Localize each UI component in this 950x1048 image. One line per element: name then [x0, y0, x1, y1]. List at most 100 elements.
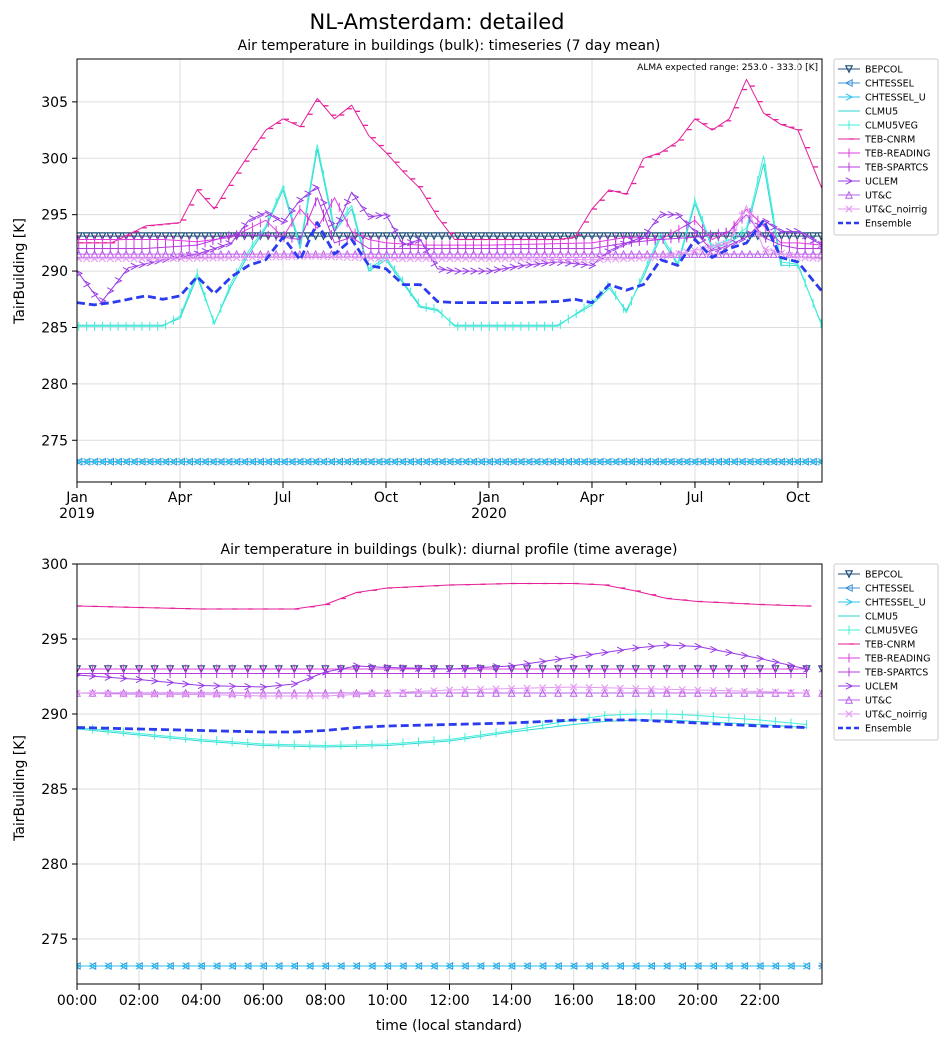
series-line-ensemble: [77, 718, 807, 734]
marker-ut-c: [477, 249, 486, 258]
marker-ut-c-noirrig: [678, 686, 686, 694]
marker-ut-c: [104, 688, 113, 697]
marker-bepcol: [145, 232, 154, 241]
marker-ut-c-noirrig: [383, 689, 392, 697]
marker-bepcol: [382, 232, 391, 241]
marker-chtessel-u: [659, 458, 668, 466]
marker-uclem: [233, 232, 241, 240]
marker-uclem: [740, 651, 749, 660]
marker-uclem: [588, 261, 597, 270]
series-ensemble: [77, 718, 807, 734]
marker-chtessel-u: [601, 962, 610, 970]
legend: BEPCOL CHTESSEL CHTESSEL_U CLMU5 CLMU5VEG TEB…: [833, 58, 939, 236]
marker-chtessel-u: [77, 963, 82, 969]
marker-ut-c: [631, 688, 640, 697]
marker-uclem: [647, 642, 656, 651]
legend-label-clmu5veg: CLMU5VEG: [865, 626, 918, 637]
marker-uclem: [485, 267, 494, 275]
marker-ut-c: [714, 249, 723, 258]
marker-bepcol: [817, 665, 822, 674]
marker-chtessel-u: [83, 458, 91, 466]
marker-ut-c: [374, 249, 383, 258]
marker-ut-c-noirrig: [319, 253, 328, 261]
marker-ut-c-noirrig: [146, 255, 154, 263]
marker-ut-c: [161, 249, 170, 258]
marker-bepcol: [390, 232, 399, 241]
marker-ut-c-noirrig: [90, 255, 99, 263]
marker-ut-c: [569, 688, 578, 697]
marker-uclem: [217, 242, 226, 251]
marker-uclem: [83, 280, 91, 288]
marker-uclem: [399, 664, 408, 672]
marker-uclem: [683, 219, 692, 228]
marker-ut-c: [635, 249, 644, 258]
marker-ut-c: [540, 249, 549, 258]
marker-chtessel-u: [509, 458, 518, 466]
marker-ut-c-noirrig: [352, 690, 360, 699]
marker-bepcol: [485, 232, 494, 241]
marker-uclem: [135, 675, 144, 684]
marker-chtessel-u: [462, 458, 470, 466]
marker-chtessel-u: [146, 458, 155, 466]
marker-ut-c-noirrig: [240, 254, 249, 262]
x-tick-label: Jan: [477, 490, 500, 506]
marker-bepcol: [627, 232, 636, 241]
marker-chtessel-u: [738, 458, 747, 466]
y-tick-label: 275: [41, 932, 68, 948]
marker-ut-c-noirrig: [288, 253, 296, 261]
series-line-uclem: [77, 186, 822, 304]
marker-chtessel-u: [197, 962, 206, 970]
marker-ut-c: [169, 249, 178, 258]
marker-ut-c-noirrig: [541, 255, 549, 263]
marker-uclem: [438, 265, 447, 274]
marker-bepcol: [129, 232, 139, 241]
marker-chtessel-u: [770, 458, 778, 466]
marker-chtessel-u: [570, 962, 578, 970]
marker-bepcol: [406, 232, 415, 241]
marker-uclem: [785, 227, 794, 236]
marker-ut-c: [366, 249, 375, 258]
marker-ut-c-noirrig: [817, 255, 822, 263]
marker-ut-c-noirrig: [477, 255, 486, 263]
series-ut-c-noirrig: [77, 205, 822, 264]
legend-marker-bepcol: [844, 570, 854, 579]
marker-ut-c: [816, 249, 822, 258]
marker-bepcol: [603, 232, 612, 241]
marker-chtessel-u: [312, 458, 320, 466]
marker-chtessel-u: [120, 962, 128, 970]
marker-chtessel-u: [438, 458, 447, 466]
marker-bepcol: [619, 232, 628, 241]
marker-uclem: [197, 681, 206, 690]
series-line-teb-cnrm: [77, 583, 807, 610]
marker-chtessel-u: [785, 458, 794, 466]
marker-uclem: [104, 673, 113, 681]
marker-chtessel-u: [337, 962, 346, 970]
marker-chtessel-u: [104, 962, 113, 970]
marker-uclem: [138, 260, 147, 269]
marker-bepcol: [453, 232, 462, 241]
marker-uclem: [320, 199, 328, 207]
marker-ut-c: [538, 688, 547, 697]
marker-bepcol: [650, 232, 660, 241]
marker-bepcol: [153, 232, 162, 241]
marker-bepcol: [532, 232, 541, 241]
marker-uclem: [359, 204, 368, 213]
marker-bepcol: [493, 232, 502, 241]
marker-chtessel-u: [321, 962, 330, 970]
marker-uclem: [430, 259, 439, 267]
marker-ut-c: [809, 249, 818, 258]
y-tick-label: 285: [41, 782, 68, 798]
marker-uclem: [383, 663, 392, 672]
marker-bepcol: [114, 232, 123, 241]
marker-chtessel-u: [193, 458, 202, 466]
marker-ut-c-noirrig: [539, 684, 547, 692]
marker-chtessel-u: [151, 962, 159, 970]
marker-chtessel-u: [306, 962, 315, 970]
marker-ut-c-noirrig: [399, 688, 407, 696]
x-tick-label: Jul: [274, 490, 292, 506]
plot-area: [77, 582, 822, 971]
marker-ut-c-noirrig: [233, 254, 241, 262]
marker-uclem: [241, 222, 249, 230]
marker-ut-c: [445, 249, 454, 258]
marker-ut-c-noirrig: [414, 687, 423, 696]
